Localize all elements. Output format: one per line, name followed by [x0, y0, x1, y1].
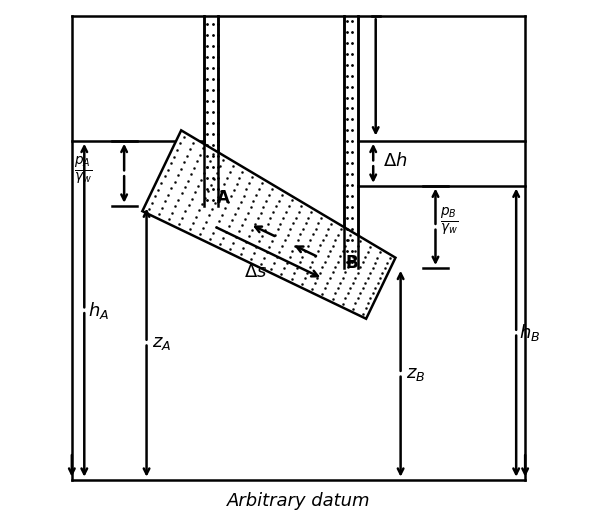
Text: $z_A$: $z_A$ — [152, 333, 171, 351]
Text: B: B — [346, 254, 358, 272]
Text: Arbitrary datum: Arbitrary datum — [227, 492, 370, 510]
Text: $h_A$: $h_A$ — [88, 300, 109, 321]
Text: A: A — [217, 189, 230, 207]
Text: $\Delta h$: $\Delta h$ — [383, 152, 408, 170]
Text: $h_B$: $h_B$ — [519, 322, 540, 343]
Bar — [344, 16, 358, 268]
Bar — [204, 16, 218, 206]
Text: $\frac{p_B}{\gamma_w}$: $\frac{p_B}{\gamma_w}$ — [440, 206, 459, 238]
Text: $\Delta s$: $\Delta s$ — [244, 263, 267, 281]
Polygon shape — [142, 130, 395, 319]
Text: $z_B$: $z_B$ — [406, 365, 425, 383]
Text: $\frac{p_A}{\gamma_w}$: $\frac{p_A}{\gamma_w}$ — [75, 155, 93, 187]
